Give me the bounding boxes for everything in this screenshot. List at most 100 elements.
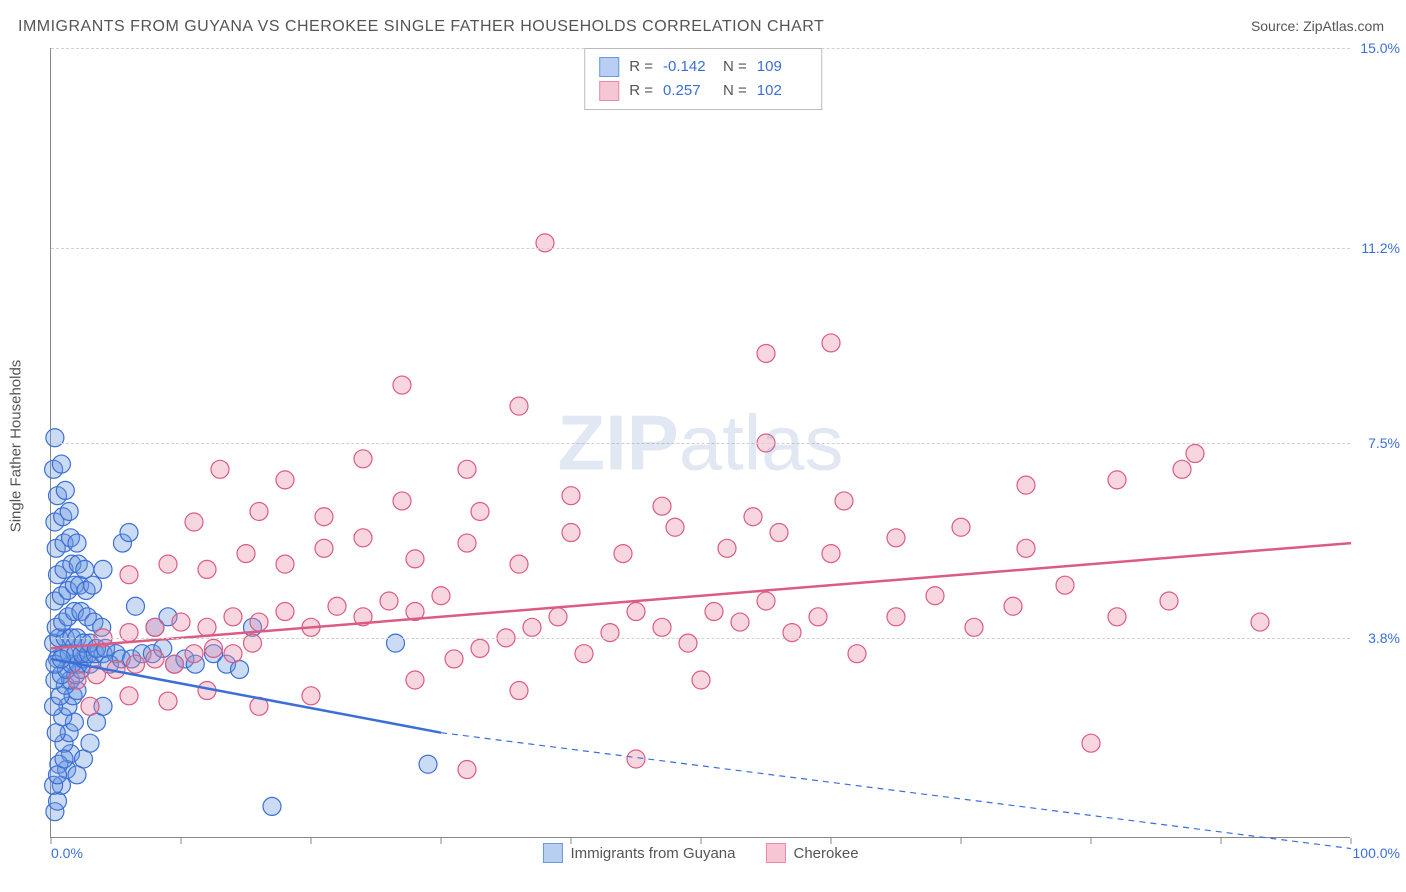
gridline [51,443,1350,444]
scatter-point [198,618,216,636]
scatter-point [146,650,164,668]
legend-swatch [766,843,786,863]
scatter-point [562,487,580,505]
scatter-point [770,524,788,542]
scatter-point [328,597,346,615]
scatter-point [471,502,489,520]
scatter-point [393,376,411,394]
scatter-point [146,618,164,636]
scatter-point [757,592,775,610]
plot-area: ZIPatlas Immigrants from GuyanaCherokee … [50,48,1350,838]
scatter-point [354,529,372,547]
scatter-point [1173,460,1191,478]
source-attribution: Source: ZipAtlas.com [1251,18,1384,34]
scatter-point [549,608,567,626]
n-value: 109 [757,55,807,79]
scatter-point [1082,734,1100,752]
scatter-point [458,534,476,552]
scatter-point [49,792,67,810]
y-tick-label: 15.0% [1354,40,1400,56]
legend-swatch [599,57,619,77]
scatter-point [523,618,541,636]
scatter-point [510,555,528,573]
scatter-point [250,502,268,520]
source-label: Source: [1251,18,1299,34]
x-tick-label: 0.0% [51,845,83,861]
scatter-point [718,539,736,557]
scatter-point [887,529,905,547]
gridline [51,638,1350,639]
scatter-point [835,492,853,510]
scatter-point [120,566,138,584]
scatter-point [276,603,294,621]
scatter-point [458,460,476,478]
scatter-point [68,534,86,552]
scatter-point [276,471,294,489]
scatter-point [354,450,372,468]
legend-swatch [542,843,562,863]
legend-stats-row: R =0.257N =102 [599,79,807,103]
scatter-point [76,560,94,578]
scatter-point [1004,597,1022,615]
scatter-point [81,734,99,752]
gridline [51,248,1350,249]
scatter-point [56,481,74,499]
scatter-point [757,344,775,362]
scatter-point [166,655,184,673]
scatter-point [159,555,177,573]
scatter-point [432,587,450,605]
scatter-point [60,502,78,520]
chart-title: IMMIGRANTS FROM GUYANA VS CHEROKEE SINGL… [18,18,824,36]
source-value: ZipAtlas.com [1303,18,1384,34]
y-axis-label: Single Father Households [8,360,25,533]
scatter-point [120,524,138,542]
scatter-point [445,650,463,668]
scatter-point [84,576,102,594]
scatter-point [380,592,398,610]
r-label: R = [629,55,653,79]
scatter-point [471,639,489,657]
scatter-point [562,524,580,542]
scatter-point [458,761,476,779]
scatter-point [705,603,723,621]
scatter-point [185,513,203,531]
scatter-point [653,497,671,515]
scatter-point [46,429,64,447]
scatter-point [926,587,944,605]
scatter-point [315,539,333,557]
legend-top: R =-0.142N =109R =0.257N =102 [584,48,822,110]
scatter-point [387,634,405,652]
scatter-point [679,634,697,652]
scatter-point [627,750,645,768]
scatter-point [653,618,671,636]
n-label: N = [723,55,747,79]
legend-series-item: Immigrants from Guyana [542,843,735,863]
scatter-point [224,608,242,626]
scatter-point [510,397,528,415]
n-label: N = [723,79,747,103]
scatter-point [276,555,294,573]
y-tick-label: 3.8% [1354,630,1400,646]
scatter-point [244,634,262,652]
scatter-point [94,560,112,578]
legend-bottom: Immigrants from Guyana Cherokee [542,843,858,863]
scatter-point [1017,476,1035,494]
scatter-point [52,455,70,473]
legend-series-item: Cherokee [766,843,859,863]
scatter-point [575,645,593,663]
scatter-point [822,334,840,352]
scatter-point [393,492,411,510]
scatter-point [952,518,970,536]
scatter-point [1108,471,1126,489]
legend-swatch [599,81,619,101]
scatter-point [55,750,73,768]
x-tick-label: 100.0% [1353,845,1400,861]
scatter-point [1251,613,1269,631]
scatter-point [159,692,177,710]
trend-line-dashed [441,733,1351,849]
scatter-point [406,550,424,568]
legend-stats-row: R =-0.142N =109 [599,55,807,79]
scatter-point [744,508,762,526]
scatter-point [1108,608,1126,626]
scatter-point [666,518,684,536]
